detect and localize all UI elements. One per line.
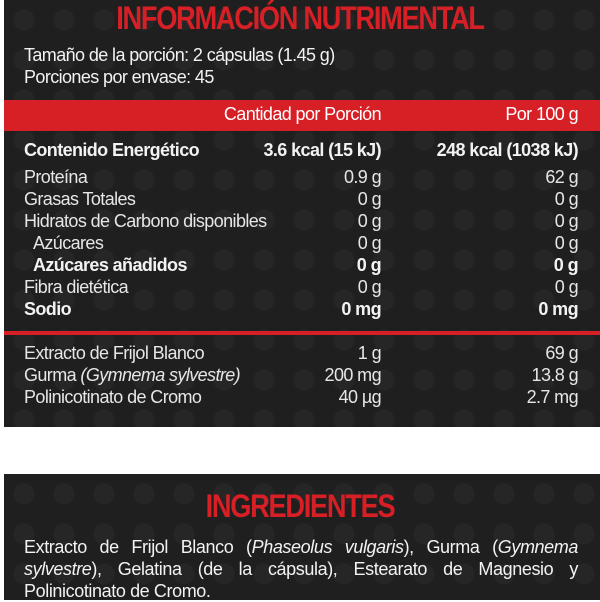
ingredients-scientific-name: Gymnema sylvestre xyxy=(24,537,578,579)
table-header: Cantidad por Porción Por 100 g xyxy=(0,104,600,126)
row-per-100g: 69 g xyxy=(545,343,578,363)
row-per-100g: 0 mg xyxy=(538,299,578,319)
row-label: Contenido Energético xyxy=(24,140,200,160)
row-label: Azúcares xyxy=(33,233,104,253)
table-row: Azúcares 0 g 0 g xyxy=(0,233,600,255)
row-label: Grasas Totales xyxy=(24,189,136,209)
row-per-100g: 0 g xyxy=(554,189,579,209)
row-label: Sodio xyxy=(24,299,72,319)
row-per-serving: 3.6 kcal (15 kJ) xyxy=(263,140,382,160)
table-row: Extracto de Frijol Blanco 1 g 69 g xyxy=(0,343,600,365)
row-per-serving: 0 g xyxy=(356,255,382,275)
serving-size: Tamaño de la porción: 2 cápsulas (1.45 g… xyxy=(24,45,335,65)
ingredients-part: Extracto de Frijol Blanco ( xyxy=(24,537,252,557)
row-label: Gurma (Gymnema sylvestre) xyxy=(24,365,241,386)
label-scientific-name: (Gymnema sylvestre) xyxy=(80,365,241,385)
nutrition-panel xyxy=(4,0,600,427)
row-label: Polinicotinato de Cromo xyxy=(24,387,202,407)
header-per-serving: Cantidad por Porción xyxy=(223,104,382,124)
row-per-100g: 0 g xyxy=(554,211,579,231)
divider xyxy=(4,331,600,335)
row-per-100g: 13.8 g xyxy=(531,365,579,385)
row-label: Hidratos de Carbono disponibles xyxy=(24,211,267,231)
row-label: Extracto de Frijol Blanco xyxy=(24,343,205,363)
ingredients-part: ), Gurma ( xyxy=(403,537,499,557)
row-per-serving: 200 mg xyxy=(324,365,382,385)
row-per-100g: 0 g xyxy=(554,277,579,297)
ingredients-text: Extracto de Frijol Blanco (Phaseolus vul… xyxy=(24,536,578,602)
table-row: Fibra dietética 0 g 0 g xyxy=(0,277,600,299)
row-per-serving: 0 g xyxy=(357,211,382,231)
table-row: Grasas Totales 0 g 0 g xyxy=(0,189,600,211)
row-per-serving: 0 mg xyxy=(341,299,381,319)
row-per-serving: 1 g xyxy=(357,343,382,363)
table-row: Gurma (Gymnema sylvestre) 200 mg 13.8 g xyxy=(0,365,600,387)
servings-per-container: Porciones por envase: 45 xyxy=(24,67,214,87)
ingredients-title: INGREDIENTES xyxy=(205,488,396,524)
row-per-serving: 0.9 g xyxy=(343,167,382,187)
row-label: Fibra dietética xyxy=(24,277,129,297)
row-per-100g: 248 kcal (1038 kJ) xyxy=(436,140,579,160)
table-row: Polinicotinato de Cromo 40 µg 2.7 mg xyxy=(0,387,600,409)
header-per-100g: Por 100 g xyxy=(505,104,578,124)
row-per-serving: 0 g xyxy=(357,277,382,297)
table-row: Proteína 0.9 g 62 g xyxy=(0,167,600,189)
row-per-100g: 0 g xyxy=(553,255,579,275)
table-row: Hidratos de Carbono disponibles 0 g 0 g xyxy=(0,211,600,233)
row-per-100g: 62 g xyxy=(545,167,578,187)
ingredients-panel xyxy=(4,474,600,600)
row-per-serving: 40 µg xyxy=(338,387,382,407)
table-row: Sodio 0 mg 0 mg xyxy=(0,299,600,321)
row-per-100g: 0 g xyxy=(554,233,579,253)
ingredients-part: ), Gelatina (de la cápsula), Estearato d… xyxy=(24,559,578,601)
row-label: Azúcares añadidos xyxy=(33,255,187,275)
ingredients-scientific-name: Phaseolus vulgaris xyxy=(251,537,404,557)
row-per-serving: 0 g xyxy=(357,189,382,209)
table-header-band xyxy=(4,100,600,131)
row-per-serving: 0 g xyxy=(357,233,382,253)
table-row: Azúcares añadidos 0 g 0 g xyxy=(0,255,600,277)
row-label: Proteína xyxy=(24,167,88,187)
row-per-100g: 2.7 mg xyxy=(526,387,579,407)
table-row: Contenido Energético 3.6 kcal (15 kJ) 24… xyxy=(0,140,600,162)
label-prefix: Gurma xyxy=(24,365,81,385)
nutrition-title: INFORMACIÓN NUTRIMENTAL xyxy=(116,0,485,36)
